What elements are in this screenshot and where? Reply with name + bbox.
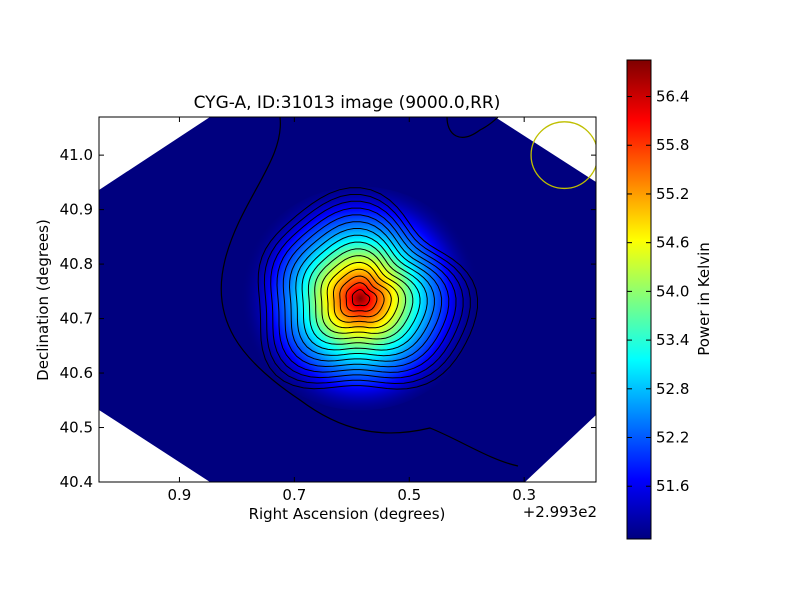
contour-line bbox=[345, 282, 378, 312]
x-tick-label: 0.9 bbox=[168, 486, 192, 504]
colorbar-tick-label: 52.8 bbox=[656, 380, 689, 398]
contour-line bbox=[295, 228, 435, 357]
contour-line bbox=[314, 248, 414, 340]
contour-line bbox=[351, 289, 371, 307]
chart-title: CYG-A, ID:31013 image (9000.0,RR) bbox=[194, 93, 501, 113]
contour-line bbox=[288, 221, 443, 362]
x-tick-label: 0.5 bbox=[397, 486, 421, 504]
colorbar-tick-label: 55.2 bbox=[656, 185, 689, 203]
heatmap-image bbox=[99, 117, 596, 482]
contour-line bbox=[333, 268, 392, 323]
contour-line bbox=[320, 255, 407, 334]
x-axis-label: Right Ascension (degrees) bbox=[249, 505, 446, 523]
contour-line bbox=[282, 214, 450, 368]
colorbar-label: Power in Kelvin bbox=[695, 242, 713, 356]
contour-line bbox=[307, 241, 421, 346]
y-tick-label: 40.4 bbox=[60, 473, 93, 491]
beam-circle bbox=[530, 121, 596, 190]
contour-line bbox=[326, 261, 400, 329]
colorbar-rect bbox=[626, 59, 652, 540]
contour-line bbox=[339, 275, 385, 318]
y-axis-label: Declination (degrees) bbox=[34, 219, 52, 381]
colorbar-tick-label: 56.4 bbox=[656, 88, 689, 106]
colorbar-tick-label: 54.0 bbox=[656, 282, 689, 300]
x-axis-ticks: 0.9 0.7 0.5 0.3 bbox=[168, 117, 536, 504]
y-tick-label: 40.7 bbox=[60, 310, 93, 328]
y-tick-label: 40.5 bbox=[60, 419, 93, 437]
contour-line bbox=[301, 234, 428, 351]
x-axis-offset-label: +2.993e2 bbox=[523, 503, 597, 521]
contour-line-top bbox=[446, 117, 499, 138]
colorbar-tick-label: 55.8 bbox=[656, 136, 689, 154]
plot-frame bbox=[98, 116, 597, 483]
y-tick-label: 40.8 bbox=[60, 255, 93, 273]
colorbar-tick-label: 52.2 bbox=[656, 429, 689, 447]
colorbar-tick-label: 53.4 bbox=[656, 331, 689, 349]
colorbar-ticks: 51.6 52.2 52.8 53.4 54.0 54.6 55.2 55.8 56.4 bbox=[627, 88, 689, 495]
contour-line-outer bbox=[220, 117, 519, 467]
contour-lines bbox=[220, 117, 519, 467]
contour-line bbox=[257, 187, 478, 390]
contour-line bbox=[276, 207, 457, 373]
y-tick-label: 41.0 bbox=[60, 146, 93, 164]
source-emission bbox=[240, 186, 481, 411]
y-axis-ticks: 40.4 40.5 40.6 40.7 40.8 40.9 41.0 bbox=[60, 146, 596, 491]
y-tick-label: 40.9 bbox=[60, 201, 93, 219]
beam-circle-layer bbox=[530, 121, 596, 190]
colorbar-tick-label: 54.6 bbox=[656, 234, 689, 252]
x-tick-label: 0.3 bbox=[512, 486, 536, 504]
plot-area bbox=[99, 117, 596, 482]
colorbar: 51.6 52.2 52.8 53.4 54.0 54.6 55.2 55.8 56.4 Pow… bbox=[626, 59, 713, 540]
contour-line bbox=[263, 194, 471, 385]
x-tick-label: 0.7 bbox=[282, 486, 306, 504]
contour-line bbox=[270, 200, 464, 379]
y-tick-label: 40.6 bbox=[60, 364, 93, 382]
colorbar-tick-label: 51.6 bbox=[656, 477, 689, 495]
